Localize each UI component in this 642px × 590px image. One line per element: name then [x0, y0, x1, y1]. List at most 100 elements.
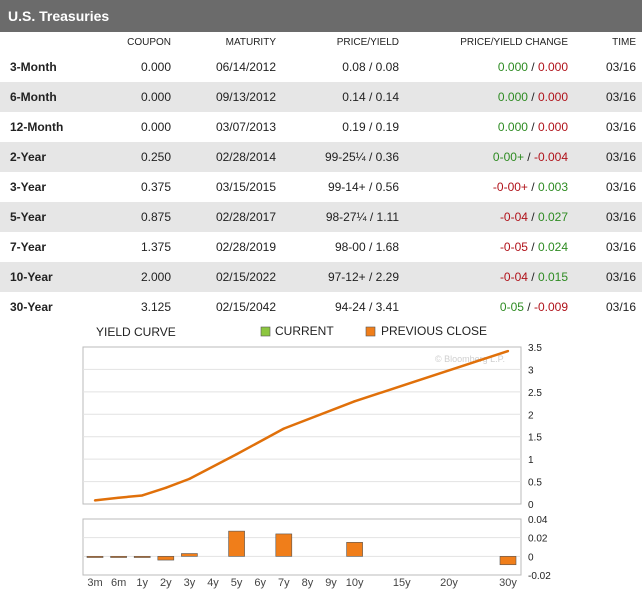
change-separator: / [527, 60, 538, 74]
price-yield-cell: 99-25¼ / 0.36 [282, 142, 405, 172]
chart-title: YIELD CURVE [96, 325, 176, 339]
row-name: 2-Year [0, 142, 90, 172]
coupon-cell: 0.000 [90, 82, 177, 112]
price-yield-cell: 94-24 / 3.41 [334, 300, 399, 314]
change-separator: / [527, 270, 538, 284]
header-time: TIME [574, 32, 642, 52]
yield-change-value: 0.000 [537, 60, 568, 74]
change-bar-3m [86, 556, 104, 558]
row-name: 6-Month [0, 82, 90, 112]
price-change-value: -0-05 [499, 240, 528, 254]
row-name: 10-Year [0, 262, 90, 292]
yield-change-value: -0.009 [533, 300, 568, 314]
line-y-tick-label: 3.5 [528, 343, 542, 354]
x-tick-label: 3y [184, 577, 196, 589]
change-separator: / [527, 180, 538, 194]
panel-title: U.S. Treasuries [0, 0, 642, 32]
bar-y-tick-label: 0.02 [528, 534, 548, 545]
change-cell: 0.000 / 0.000 [405, 82, 574, 112]
coupon-cell: 0.000 [140, 60, 171, 74]
header-price-yield: PRICE/YIELD [282, 32, 405, 52]
row-name: 3-Month [10, 60, 57, 74]
yield-point-3y [188, 477, 191, 481]
line-y-tick-label: 2 [528, 410, 534, 421]
change-cell: -0-04 / 0.015 [405, 262, 574, 292]
yield-change-value: 0.024 [537, 240, 568, 254]
maturity-cell: 02/15/2022 [177, 262, 282, 292]
price-yield-cell: 0.08 / 0.08 [342, 60, 399, 74]
yield-point-2y [164, 486, 167, 490]
coupon-cell: 2.000 [90, 262, 177, 292]
yield-point-30y [506, 349, 510, 353]
change-bar-7y [275, 533, 293, 557]
x-tick-label: 6y [254, 577, 266, 589]
table-row: 30-Year 3.125 02/15/2042 94-24 / 3.41 0-05 /… [0, 292, 642, 322]
table-row: 12-Month 0.000 03/07/2013 0.19 / 0.19 0.000 … [0, 112, 642, 142]
watermark: © Bloomberg L.P. [435, 354, 505, 364]
x-tick-label: 8y [302, 577, 314, 589]
row-name: 3-Year [10, 180, 47, 194]
x-tick-label: 4y [207, 577, 219, 589]
price-yield-cell: 98-00 / 1.68 [334, 240, 399, 254]
table-row: 5-Year 0.875 02/28/2017 98-27¼ / 1.11 -0-04 … [0, 202, 642, 232]
x-tick-label: 2y [160, 577, 172, 589]
header-coupon: COUPON [90, 32, 177, 52]
x-tick-label: 3m [87, 577, 102, 589]
price-change-value: 0.000 [497, 60, 528, 74]
time-cell: 03/16 [605, 60, 636, 74]
change-cell: -0-00+ / 0.003 [405, 172, 574, 202]
price-yield-cell: 0.14 / 0.14 [282, 82, 405, 112]
change-cell: 0.000 / 0.000 [405, 112, 574, 142]
row-name: 12-Month [10, 120, 64, 134]
x-tick-label: 30y [499, 577, 517, 589]
x-tick-label: 6m [111, 577, 126, 589]
x-tick-label: 7y [278, 577, 290, 589]
table-row: 6-Month 0.000 09/13/2012 0.14 / 0.14 0.000 /… [0, 82, 642, 112]
yield-change-value: 0.003 [537, 180, 568, 194]
yield-point-5y [235, 453, 238, 456]
line-y-tick-label: 2.5 [528, 388, 542, 399]
price-change-value: 0-05 [499, 300, 524, 314]
price-yield-cell: 98-27¼ / 1.11 [282, 202, 405, 232]
legend-swatch-current [260, 326, 271, 337]
bar-y-tick-label: 0 [528, 552, 534, 563]
coupon-cell: 3.125 [140, 300, 171, 314]
coupon-cell: 0.000 [140, 120, 171, 134]
change-bar-6m [110, 556, 127, 558]
maturity-cell: 09/13/2012 [177, 82, 282, 112]
change-separator: / [527, 210, 538, 224]
x-tick-label: 1y [136, 577, 148, 589]
yield-curve-chart: YIELD CURVE CURRENT PREVIOUS CLOSE 0 0.5 1 1.5… [82, 324, 551, 589]
coupon-cell: 0.250 [90, 142, 177, 172]
price-change-value: 0.000 [497, 120, 528, 134]
table-row: 7-Year 1.375 02/28/2019 98-00 / 1.68 -0-05 /… [0, 232, 642, 262]
x-tick-label: 5y [231, 577, 243, 589]
time-cell: 03/16 [605, 180, 636, 194]
price-change-value: 0.000 [497, 90, 528, 104]
change-cell: 0-05 / -0.009 [405, 292, 574, 322]
x-tick-label: 9y [325, 577, 337, 589]
change-cell: 0.000 / 0.000 [405, 52, 574, 82]
yield-change-value: 0.027 [537, 210, 568, 224]
x-tick-label: 20y [440, 577, 458, 589]
change-separator: / [523, 150, 534, 164]
time-cell: 03/16 [605, 120, 636, 134]
change-bar-2y [157, 556, 175, 561]
yield-change-value: 0.000 [537, 120, 568, 134]
row-name: 5-Year [0, 202, 90, 232]
table-row: 10-Year 2.000 02/15/2022 97-12+ / 2.29 -0-04… [0, 262, 642, 292]
price-change-value: 0-00+ [492, 150, 524, 164]
header-change: PRICE/YIELD CHANGE [405, 32, 574, 52]
coupon-cell: 1.375 [140, 240, 171, 254]
line-y-tick-label: 1.5 [528, 433, 542, 444]
line-y-tick-label: 0 [528, 500, 534, 511]
change-separator: / [523, 300, 534, 314]
yield-point-3m [93, 499, 97, 502]
change-separator: / [527, 90, 538, 104]
line-plot-area [82, 346, 522, 505]
change-bar-30y [499, 556, 517, 566]
row-name: 30-Year [10, 300, 53, 314]
maturity-cell: 02/28/2017 [177, 202, 282, 232]
line-y-tick-label: 1 [528, 455, 534, 466]
coupon-cell: 0.375 [140, 180, 171, 194]
